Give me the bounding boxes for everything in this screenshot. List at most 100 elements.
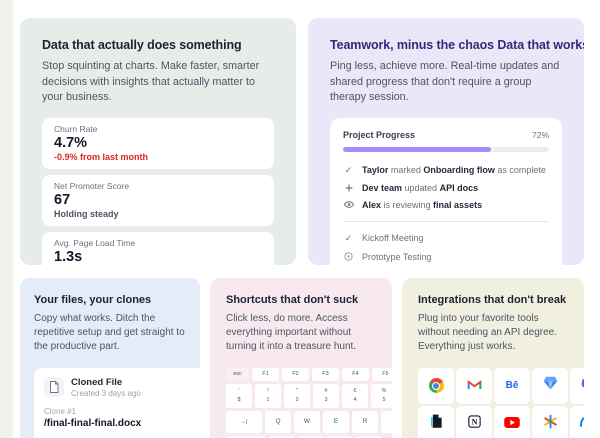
keyboard-row-numbers: ' $ ! 1 " 2 #3 €4 % 5 [226, 383, 392, 408]
activity-item: Dev team updated API docs [343, 183, 549, 193]
stat-churn-rate: Churn Rate 4.7% -0.9% from last month [42, 117, 274, 169]
discord-icon [580, 377, 584, 395]
clone-path: /final-final-final.docx [44, 417, 142, 429]
key-f4: F4 [342, 367, 369, 381]
keyboard-row-partial [226, 435, 392, 438]
key-4: €4 [342, 383, 368, 408]
key-blank [298, 435, 324, 438]
check-icon: ✓ [344, 164, 353, 175]
key-3: #3 [313, 383, 339, 408]
integration-tile [570, 367, 584, 404]
progress-bar-fill [343, 146, 492, 152]
integration-tile: N [456, 405, 492, 438]
teamwork-title: Teamwork, minus the chaos Data that work… [330, 38, 584, 52]
integration-tile [456, 367, 492, 404]
file-created: Created 3 days ago [71, 388, 141, 398]
integrations-subtitle: Plug into your favorite tools without ne… [418, 313, 557, 353]
notion-icon: N [467, 414, 482, 434]
activity-text: Alex is reviewing final assets [362, 199, 483, 210]
asterisk-icon [543, 414, 558, 434]
key-tab: →| [226, 410, 262, 433]
shortcuts-subtitle: Click less, do more. Access everything i… [226, 313, 357, 353]
integrations-card: Integrations that don't break Plug into … [402, 278, 584, 438]
gmail-icon [467, 377, 482, 395]
key-blank [327, 435, 353, 438]
key-blank [356, 435, 382, 438]
panel-divider [343, 220, 549, 222]
integration-tile [532, 367, 568, 404]
colorful-document-icon [429, 414, 443, 434]
behance-icon: Bē [505, 380, 519, 392]
checklist-label: Prototype Testing [362, 251, 432, 262]
youtube-icon [504, 415, 520, 433]
target-icon [343, 252, 354, 262]
key-2: " 2 [284, 383, 310, 408]
file-name: Cloned File [71, 376, 123, 388]
stat-delta: Holding steady [54, 208, 119, 219]
analytics-subtitle: Stop squinting at charts. Make faster, s… [42, 60, 260, 104]
key-symbol: ' $ [226, 383, 252, 408]
key-f5: F5 [372, 367, 392, 381]
check-icon: ✓ [344, 232, 353, 243]
key-blank [269, 435, 295, 438]
files-title: Your files, your clones [34, 294, 152, 306]
files-card: Your files, your clones Copy what works.… [20, 278, 200, 438]
stat-label: Avg. Page Load Time [54, 237, 136, 248]
milestone-checklist: ✓ Kickoff Meeting Prototype Testing Fina… [343, 233, 549, 265]
analytics-card: Data that actually does something Stop s… [20, 18, 296, 265]
file-header: Cloned File Created 3 days ago [44, 377, 200, 398]
project-panel: Project Progress 72% ✓ Taylor marked Onb… [330, 117, 562, 265]
integration-tile [418, 367, 454, 404]
integration-tile [570, 405, 584, 438]
stat-value: 1.3s [54, 248, 83, 265]
activity-text: Taylor marked Onboarding flow as complet… [362, 165, 546, 176]
key-f1: F1 [252, 367, 279, 381]
key-t: T [381, 410, 392, 433]
document-icon [44, 377, 64, 398]
key-q: Q [265, 410, 291, 433]
key-5: % 5 [371, 383, 392, 408]
teamwork-subtitle: Ping less, achieve more. Real-time updat… [330, 60, 560, 104]
stat-value: 67 [54, 191, 71, 208]
gem-icon [543, 376, 558, 395]
analytics-title: Data that actually does something [42, 38, 242, 52]
key-1: ! 1 [255, 383, 281, 408]
stat-page-load: Avg. Page Load Time 1.3s Improved by 200… [42, 231, 274, 265]
keyboard-row-letters: →| Q W E R T [226, 410, 392, 433]
key-w: W [294, 410, 320, 433]
checklist-item: Prototype Testing [343, 252, 549, 262]
clone-label: Clone #1 [44, 406, 77, 416]
key-blank [226, 435, 266, 438]
integration-tile [418, 405, 454, 438]
checklist-label: Kickoff Meeting [362, 233, 424, 244]
page-left-gutter [0, 0, 13, 438]
chrome-icon [428, 378, 444, 394]
activity-item: ✓ Taylor marked Onboarding flow as compl… [343, 165, 549, 176]
key-f3: F3 [312, 367, 339, 381]
progress-header: Project Progress 72% [343, 130, 549, 140]
activity-text: Dev team updated API docs [362, 182, 479, 193]
key-e: E [323, 410, 349, 433]
progress-value: 72% [531, 129, 549, 140]
integration-tile [532, 405, 568, 438]
key-esc: esc [226, 367, 249, 381]
stat-label: Net Promoter Score [54, 180, 130, 191]
keyboard-row-function: esc F1 F2 F3 F4 F5 [226, 367, 392, 381]
activity-item: Alex is reviewing final assets [343, 200, 549, 210]
activity-feed: ✓ Taylor marked Onboarding flow as compl… [343, 165, 549, 210]
keyboard-illustration: esc F1 F2 F3 F4 F5 ' $ ! 1 " 2 #3 €4 % 5 →| … [226, 367, 392, 438]
stat-value: 4.7% [54, 134, 88, 151]
eye-icon [343, 201, 354, 209]
meta-icon [579, 415, 584, 433]
progress-bar [343, 146, 549, 152]
integrations-title: Integrations that don't break [418, 294, 567, 306]
stats-list: Churn Rate 4.7% -0.9% from last month Ne… [42, 117, 274, 265]
integration-tile: Bē [494, 367, 530, 404]
svg-text:N: N [471, 417, 477, 426]
key-f2: F2 [282, 367, 309, 381]
integration-tile [494, 405, 530, 438]
checklist-item: ✓ Kickoff Meeting [343, 233, 549, 244]
files-subtitle: Copy what works. Ditch the repetitive se… [34, 313, 185, 353]
shortcuts-card: Shortcuts that don't suck Click less, do… [210, 278, 392, 438]
